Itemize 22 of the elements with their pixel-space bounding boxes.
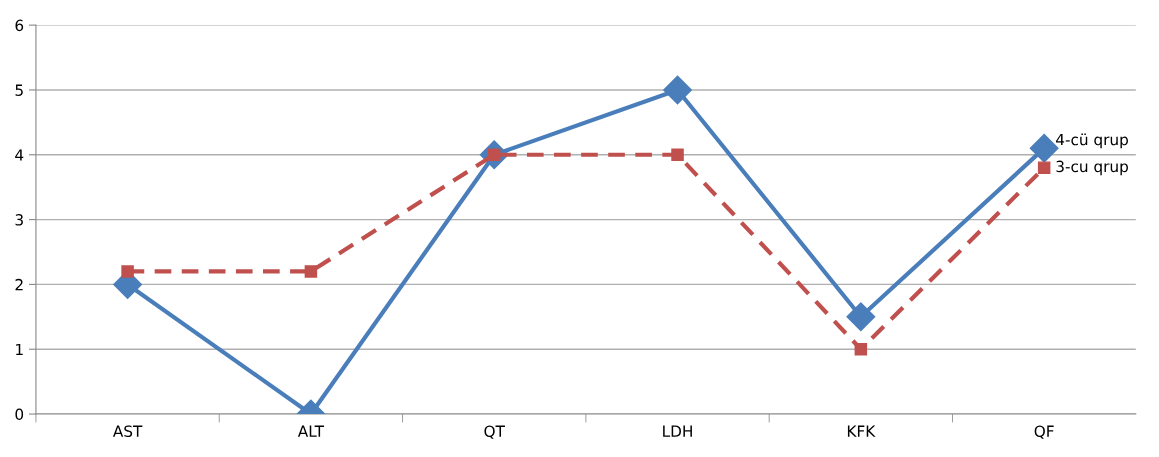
- y-tick-label: 4: [15, 149, 24, 161]
- point: [846, 302, 876, 332]
- point: [663, 75, 692, 105]
- series-label: 4-cü qrup: [1056, 133, 1128, 149]
- x-tick-label: QT: [484, 425, 505, 439]
- y-tick-label: 6: [15, 19, 24, 32]
- x-tick-label: AST: [112, 425, 143, 437]
- y-tick-label: 3: [15, 214, 23, 226]
- y-tick-label: 2: [15, 278, 23, 291]
- point: [854, 342, 868, 356]
- point: [1037, 161, 1051, 174]
- series-label: 3-cu qrup: [1056, 160, 1128, 176]
- point: [671, 148, 684, 162]
- y-tick-label: 0: [15, 408, 24, 421]
- y-tick-label: 5: [15, 84, 23, 96]
- x-tick-label: QF: [1034, 425, 1054, 439]
- y-tick-label: 1: [16, 343, 23, 356]
- point: [121, 265, 134, 278]
- x-tick-label: KFK: [847, 425, 876, 437]
- point: [304, 265, 318, 278]
- x-tick-label: LDH: [663, 425, 692, 437]
- x-tick-label: ALT: [297, 425, 325, 437]
